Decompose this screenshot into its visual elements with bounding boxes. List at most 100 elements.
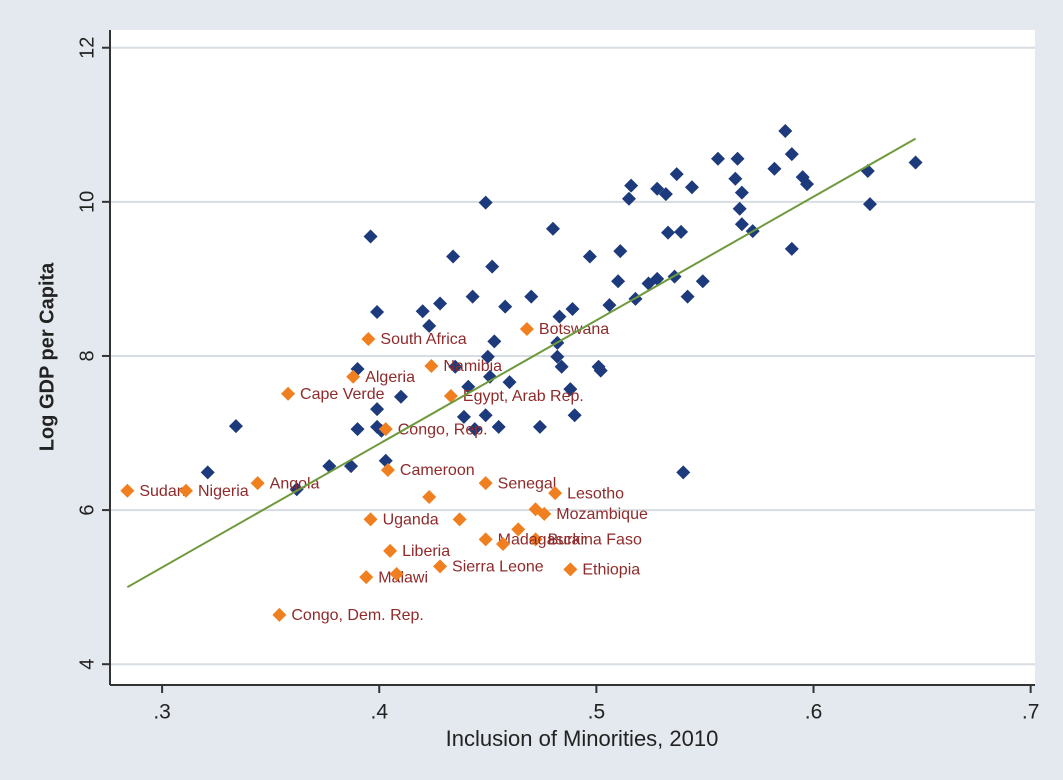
point xyxy=(650,271,665,286)
point-label: Namibia xyxy=(443,358,502,375)
point xyxy=(680,289,695,304)
point-label: Congo, Rep. xyxy=(398,421,488,438)
point-label: Sierra Leone xyxy=(452,559,544,576)
point xyxy=(611,274,626,289)
point xyxy=(552,309,567,324)
point xyxy=(482,369,497,384)
point xyxy=(452,512,467,527)
point xyxy=(532,419,547,434)
point xyxy=(567,408,582,423)
point-label: Congo, Dem. Rep. xyxy=(291,607,424,624)
point xyxy=(511,522,526,537)
point xyxy=(593,363,608,378)
point xyxy=(613,244,628,259)
x-tick-label: .6 xyxy=(805,701,823,724)
point xyxy=(519,321,534,336)
x-tick-label: .4 xyxy=(370,701,388,724)
point xyxy=(350,422,365,437)
point xyxy=(120,483,135,498)
point xyxy=(480,349,495,364)
point-label: Burkina Faso xyxy=(548,532,642,549)
point xyxy=(502,375,517,390)
point xyxy=(380,463,395,478)
point-label: Lesotho xyxy=(567,485,624,502)
point xyxy=(734,217,749,232)
point xyxy=(250,476,265,491)
point-label: Uganda xyxy=(383,512,439,529)
point xyxy=(422,489,437,504)
point xyxy=(363,512,378,527)
point xyxy=(496,536,511,551)
x-tick-label: .3 xyxy=(153,701,171,724)
point xyxy=(676,465,691,480)
point-label: Nigeria xyxy=(198,483,249,500)
point xyxy=(433,559,448,574)
point-label: Cape Verde xyxy=(300,386,385,403)
point xyxy=(485,259,500,274)
point xyxy=(908,155,923,170)
point xyxy=(433,296,448,311)
plot-area xyxy=(110,30,1035,685)
point xyxy=(200,465,215,480)
point xyxy=(684,180,699,195)
point xyxy=(363,229,378,244)
x-axis-label: Inclusion of Minorities, 2010 xyxy=(446,726,719,751)
point xyxy=(281,386,296,401)
point xyxy=(563,382,578,397)
point xyxy=(446,249,461,264)
point xyxy=(784,147,799,162)
point xyxy=(491,419,506,434)
point xyxy=(524,289,539,304)
point xyxy=(732,201,747,216)
point xyxy=(650,181,665,196)
y-axis-label: Log GDP per Capita xyxy=(36,262,58,451)
point-label: Sudan xyxy=(139,483,185,500)
point-label: Ethiopia xyxy=(582,562,640,579)
point xyxy=(359,570,374,585)
point xyxy=(228,419,243,434)
point xyxy=(582,249,597,264)
x-tick-label: .7 xyxy=(1022,701,1040,724)
point xyxy=(784,241,799,256)
point xyxy=(378,453,393,468)
point xyxy=(448,359,463,374)
fit-line xyxy=(126,137,917,589)
point xyxy=(456,409,471,424)
y-tick-label: 8 xyxy=(76,350,98,361)
point xyxy=(710,151,725,166)
point-label: Liberia xyxy=(402,543,450,560)
point xyxy=(621,191,636,206)
point-label: Mozambique xyxy=(556,506,648,523)
x-tick-label: .5 xyxy=(588,701,606,724)
point xyxy=(383,543,398,558)
point xyxy=(361,332,376,347)
point xyxy=(478,408,493,423)
point xyxy=(528,502,543,517)
point xyxy=(661,225,676,240)
point xyxy=(528,532,543,547)
point xyxy=(800,177,815,192)
point xyxy=(370,402,385,417)
point xyxy=(565,301,580,316)
point xyxy=(658,187,673,202)
point xyxy=(422,318,437,333)
point xyxy=(730,151,745,166)
point xyxy=(415,304,430,319)
point xyxy=(862,197,877,212)
point xyxy=(602,298,617,313)
point xyxy=(548,486,563,501)
point xyxy=(767,161,782,176)
point xyxy=(478,476,493,491)
point xyxy=(624,178,639,193)
point xyxy=(393,389,408,404)
point xyxy=(346,369,361,384)
point xyxy=(487,334,502,349)
point-label: Botswana xyxy=(539,321,609,338)
point xyxy=(424,358,439,373)
point xyxy=(545,221,560,236)
point xyxy=(378,422,393,437)
point xyxy=(389,567,404,582)
point-label: Malawi xyxy=(378,569,428,586)
point xyxy=(728,171,743,186)
point-label: Angola xyxy=(270,475,320,492)
